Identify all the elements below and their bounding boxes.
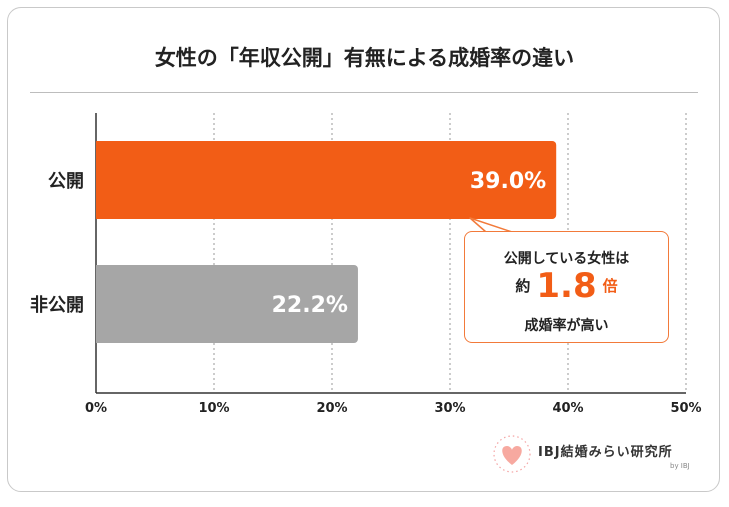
annotation-line2: 約 1.8 倍 (465, 266, 668, 306)
logo-name: IBJ結婚みらい研究所 (538, 445, 673, 460)
bar-base (96, 265, 102, 343)
annotation-value: 1.8 (536, 266, 597, 306)
chart-title: 女性の「年収公開」有無による成婚率の違い (154, 46, 575, 70)
data-label: 22.2% (272, 293, 348, 318)
x-tick-label: 20% (316, 401, 347, 416)
annotation-line1: 公開している女性は (503, 251, 630, 267)
annotation-suffix: 倍 (602, 277, 618, 295)
bar (96, 265, 358, 343)
annotation-callout: 公開している女性は 約 1.8 倍 成婚率が高い (464, 231, 669, 343)
x-tick-label: 50% (670, 401, 701, 416)
annotation-line3: 成婚率が高い (524, 318, 609, 334)
heart-icon (493, 435, 531, 473)
x-tick-label: 10% (198, 401, 229, 416)
bar-base (96, 141, 102, 219)
x-tick-label: 0% (85, 401, 107, 416)
category-label: 公開 (48, 171, 84, 192)
bar (96, 141, 557, 219)
ibj-logo: IBJ結婚みらい研究所 by IBJ (492, 432, 702, 482)
annotation-prefix: 約 (515, 277, 531, 295)
logo-by: by IBJ (670, 462, 690, 470)
callout-pointer (469, 217, 513, 233)
x-tick-label: 30% (434, 401, 465, 416)
category-label: 非公開 (30, 294, 84, 316)
x-tick-label: 40% (552, 401, 583, 416)
data-label: 39.0% (470, 169, 546, 194)
title-divider (30, 92, 698, 93)
